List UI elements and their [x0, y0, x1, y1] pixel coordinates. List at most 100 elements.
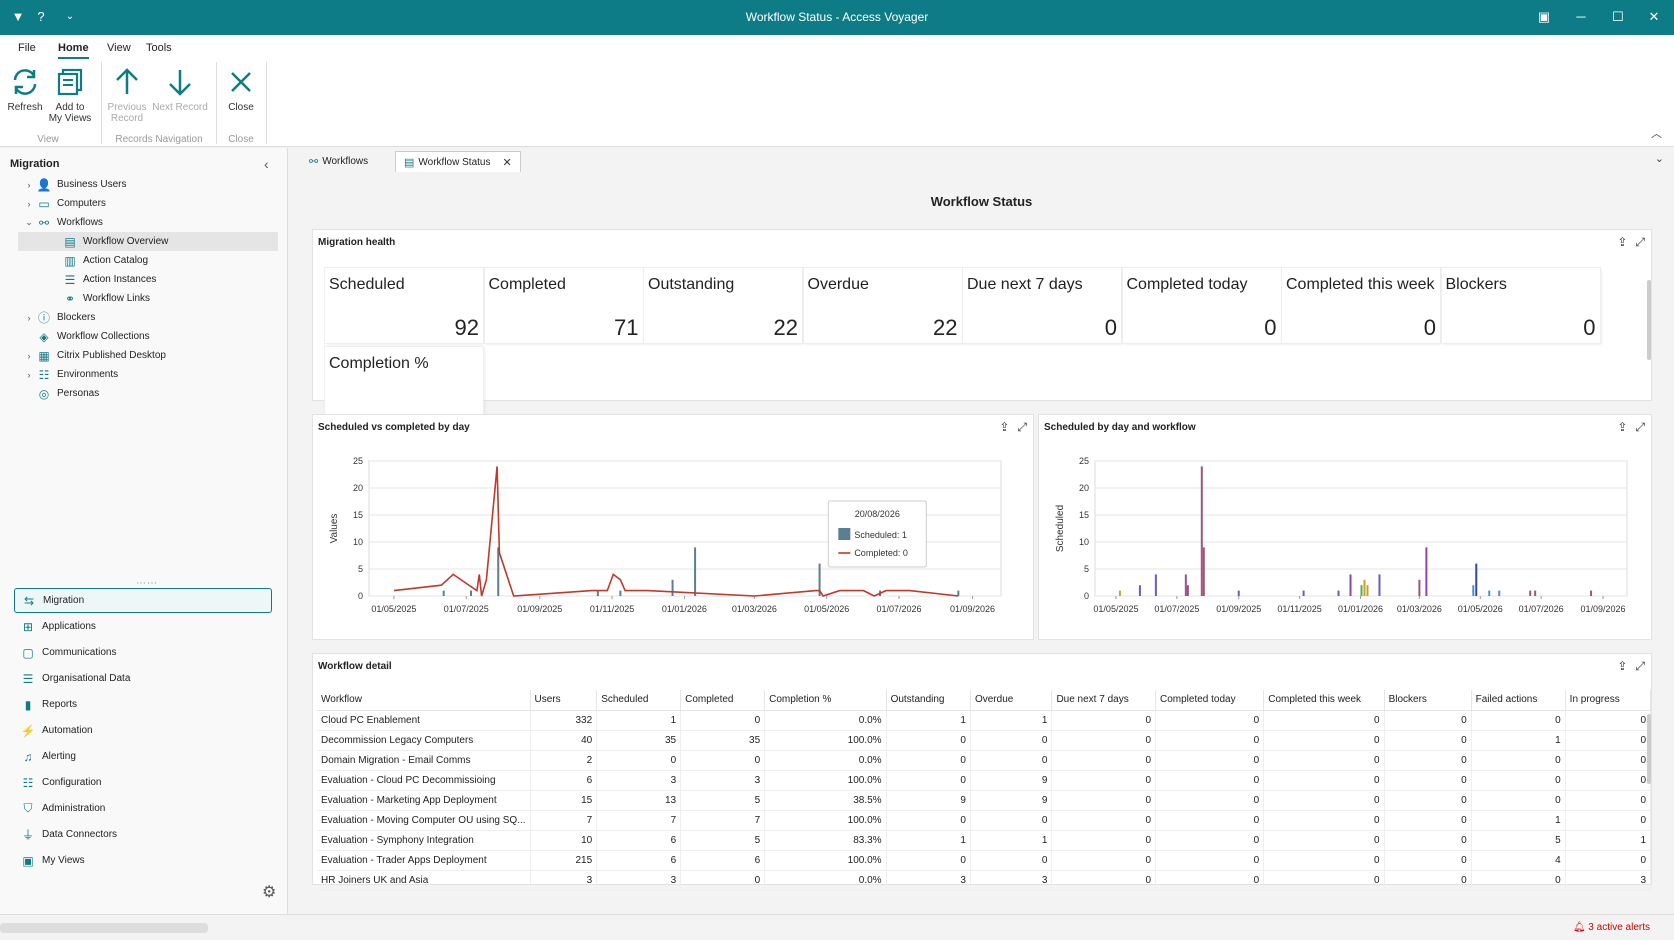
kpi-card[interactable]: Outstanding 22	[644, 268, 802, 343]
layout-icon[interactable]: ▣	[1537, 9, 1551, 24]
column-header[interactable]: Completed this week	[1263, 690, 1385, 711]
nav-migration[interactable]: ⇆ Migration	[14, 588, 272, 613]
table-row[interactable]: Evaluation - Cloud PC Decommissioing 6 3 3 1…	[317, 770, 1652, 791]
export-icon[interactable]: ⇪	[999, 420, 1010, 434]
column-header[interactable]: Scheduled	[596, 690, 682, 711]
scheduled-by-workflow-chart[interactable]: 0 5 10 15 20 25 01/05/2025 01/07/2025 01/09/2025…	[1039, 443, 1651, 639]
chevron-down-icon[interactable]: ⌄	[25, 217, 33, 227]
nav-reports[interactable]: ▮ Reports	[14, 692, 272, 717]
nav-automation[interactable]: ⚡ Automation	[14, 718, 272, 743]
tree-item-computers[interactable]: › ▭ Computers	[22, 194, 278, 213]
column-header[interactable]: Completion %	[764, 690, 887, 711]
column-header[interactable]: Completed today	[1155, 690, 1265, 711]
chevron-right-icon[interactable]: ›	[27, 179, 31, 190]
chevron-right-icon[interactable]: ›	[27, 369, 31, 380]
tree-item-workflow-links[interactable]: ⚭ Workflow Links	[62, 289, 278, 308]
nav-administration[interactable]: ⛉ Administration	[14, 796, 272, 821]
tree-item-action-catalog[interactable]: ▥ Action Catalog	[62, 251, 278, 270]
column-header[interactable]: Overdue	[970, 690, 1053, 711]
tree-item-workflow-overview[interactable]: ▤ Workflow Overview	[18, 232, 278, 251]
kpi-card[interactable]: Blockers 0	[1441, 268, 1600, 343]
nav-communications[interactable]: ▢ Communications	[14, 640, 272, 665]
tabs-dropdown-icon[interactable]: ⌄	[1654, 153, 1664, 165]
menu-file[interactable]: File	[18, 42, 36, 54]
table-scrollbar[interactable]	[1647, 714, 1651, 784]
workflow-bar	[1366, 585, 1369, 596]
workflow-bar	[1118, 590, 1121, 596]
refresh-button[interactable]: Refresh	[0, 66, 50, 113]
chevron-right-icon[interactable]: ›	[27, 198, 31, 209]
ribbon-collapse-icon[interactable]: ︿	[1651, 128, 1662, 140]
previous-record-button[interactable]: Previous Record	[102, 66, 152, 124]
kpi-card[interactable]: Due next 7 days 0	[963, 268, 1121, 343]
kpi-card[interactable]: Scheduled 92	[325, 268, 483, 343]
kpi-card[interactable]: Completed 71	[484, 268, 643, 343]
maximize-icon[interactable]: ☐	[1612, 9, 1624, 24]
column-header[interactable]: Blockers	[1384, 690, 1472, 711]
table-cell: 0	[1384, 790, 1472, 811]
scheduled-vs-completed-chart[interactable]: 0 5 10 15 20 25 01/05/2025 01/07/2025 01/09/2025…	[313, 443, 1033, 639]
kpi-card[interactable]: Completed this week 0	[1282, 268, 1440, 343]
expand-icon[interactable]: ⤢	[1635, 420, 1645, 434]
column-header[interactable]: Failed actions	[1471, 690, 1566, 711]
table-row[interactable]: Domain Migration - Email Comms 2 0 0 0.0% 0 0 0…	[317, 750, 1652, 771]
close-tab-icon[interactable]: ✕	[502, 156, 512, 169]
export-icon[interactable]: ⇪	[1617, 420, 1628, 434]
chevron-right-icon[interactable]: ›	[27, 312, 31, 323]
kpi-scrollbar[interactable]	[1647, 280, 1651, 360]
kpi-card[interactable]: Overdue 22	[803, 268, 962, 343]
close-button[interactable]: Close	[216, 66, 266, 113]
tree-item-personas[interactable]: ◎ Personas	[22, 384, 278, 403]
column-header[interactable]: Completed	[680, 690, 766, 711]
column-header[interactable]: Outstanding	[886, 690, 971, 711]
nav-organisational-data[interactable]: ☰ Organisational Data	[14, 666, 272, 691]
tab-workflows[interactable]: ⚯ Workflows	[301, 151, 376, 172]
menu-home[interactable]: Home	[58, 42, 89, 59]
active-alerts-link[interactable]: 🔔︎ 3 active alerts	[1573, 922, 1650, 933]
tab-workflow-status[interactable]: ▤ Workflow Status ✕	[395, 151, 521, 172]
export-icon[interactable]: ⇪	[1617, 235, 1628, 249]
expand-icon[interactable]: ⤢	[1635, 235, 1645, 249]
table-cell: 0	[1384, 710, 1472, 731]
tree-item-workflows[interactable]: ⌄ ⚯ Workflows	[22, 213, 278, 232]
table-row[interactable]: HR Joiners UK and Asia 3 3 0 0.0% 3 3 0 0 0 0 0 3	[317, 870, 1652, 891]
tree-item-action-instances[interactable]: ☰ Action Instances	[62, 270, 278, 289]
close-window-icon[interactable]: ✕	[1648, 9, 1660, 24]
chevron-right-icon[interactable]: ›	[27, 350, 31, 361]
nav-alerting[interactable]: ♫ Alerting	[14, 744, 272, 769]
nav-my-views[interactable]: ▣ My Views	[14, 848, 272, 873]
kpi-card[interactable]: Completed today 0	[1122, 268, 1281, 343]
table-row[interactable]: Evaluation - Marketing App Deployment 15 1…	[317, 790, 1652, 811]
kpi-card[interactable]: Completion %	[325, 347, 483, 422]
nav-applications[interactable]: ⊞ Applications	[14, 614, 272, 639]
column-header[interactable]: Due next 7 days	[1051, 690, 1156, 711]
table-row[interactable]: Decommission Legacy Computers 40 35 35 100.0…	[317, 730, 1652, 751]
export-icon[interactable]: ⇪	[1617, 659, 1628, 673]
collapse-sidebar-icon[interactable]: ‹	[264, 156, 269, 172]
nav-data-connectors[interactable]: ⏚ Data Connectors	[14, 822, 272, 847]
quick-access-dropdown-icon[interactable]: ⌄	[65, 11, 75, 22]
tree-item-citrix-published-desktop[interactable]: › ▦ Citrix Published Desktop	[22, 346, 278, 365]
tree-item-workflow-collections[interactable]: ◈ Workflow Collections	[22, 327, 278, 346]
tree-item-business-users[interactable]: › 👤 Business Users	[22, 175, 278, 194]
table-row[interactable]: Evaluation - Trader Apps Deployment 215 6 6…	[317, 850, 1652, 871]
menu-tools[interactable]: Tools	[146, 42, 172, 54]
help-icon[interactable]: ?	[37, 9, 45, 24]
tree-item-blockers[interactable]: › ⓘ Blockers	[22, 308, 278, 327]
table-row[interactable]: Cloud PC Enablement 332 1 0 0.0% 1 1 0 0 0 0 0 0	[317, 710, 1652, 731]
expand-icon[interactable]: ⤢	[1017, 420, 1027, 434]
column-header[interactable]: Users	[530, 690, 598, 711]
gear-icon[interactable]: ⚙	[262, 884, 277, 901]
minimize-icon[interactable]: ─	[1576, 9, 1586, 24]
splitter-handle[interactable]: ⋯⋯	[136, 578, 158, 589]
add-to-my-views-button[interactable]: Add to My Views	[45, 66, 95, 124]
column-header[interactable]: Workflow	[317, 690, 531, 711]
column-header[interactable]: In progress	[1565, 690, 1652, 711]
menu-view[interactable]: View	[107, 42, 131, 54]
nav-configuration[interactable]: ☷ Configuration	[14, 770, 272, 795]
table-row[interactable]: Evaluation - Symphony Integration 10 6 5 83.…	[317, 830, 1652, 851]
expand-icon[interactable]: ⤢	[1635, 659, 1645, 673]
next-record-button[interactable]: Next Record	[152, 66, 208, 113]
table-row[interactable]: Evaluation - Moving Computer OU using SQ…	[317, 810, 1652, 831]
tree-item-environments[interactable]: › ☷ Environments	[22, 365, 278, 384]
